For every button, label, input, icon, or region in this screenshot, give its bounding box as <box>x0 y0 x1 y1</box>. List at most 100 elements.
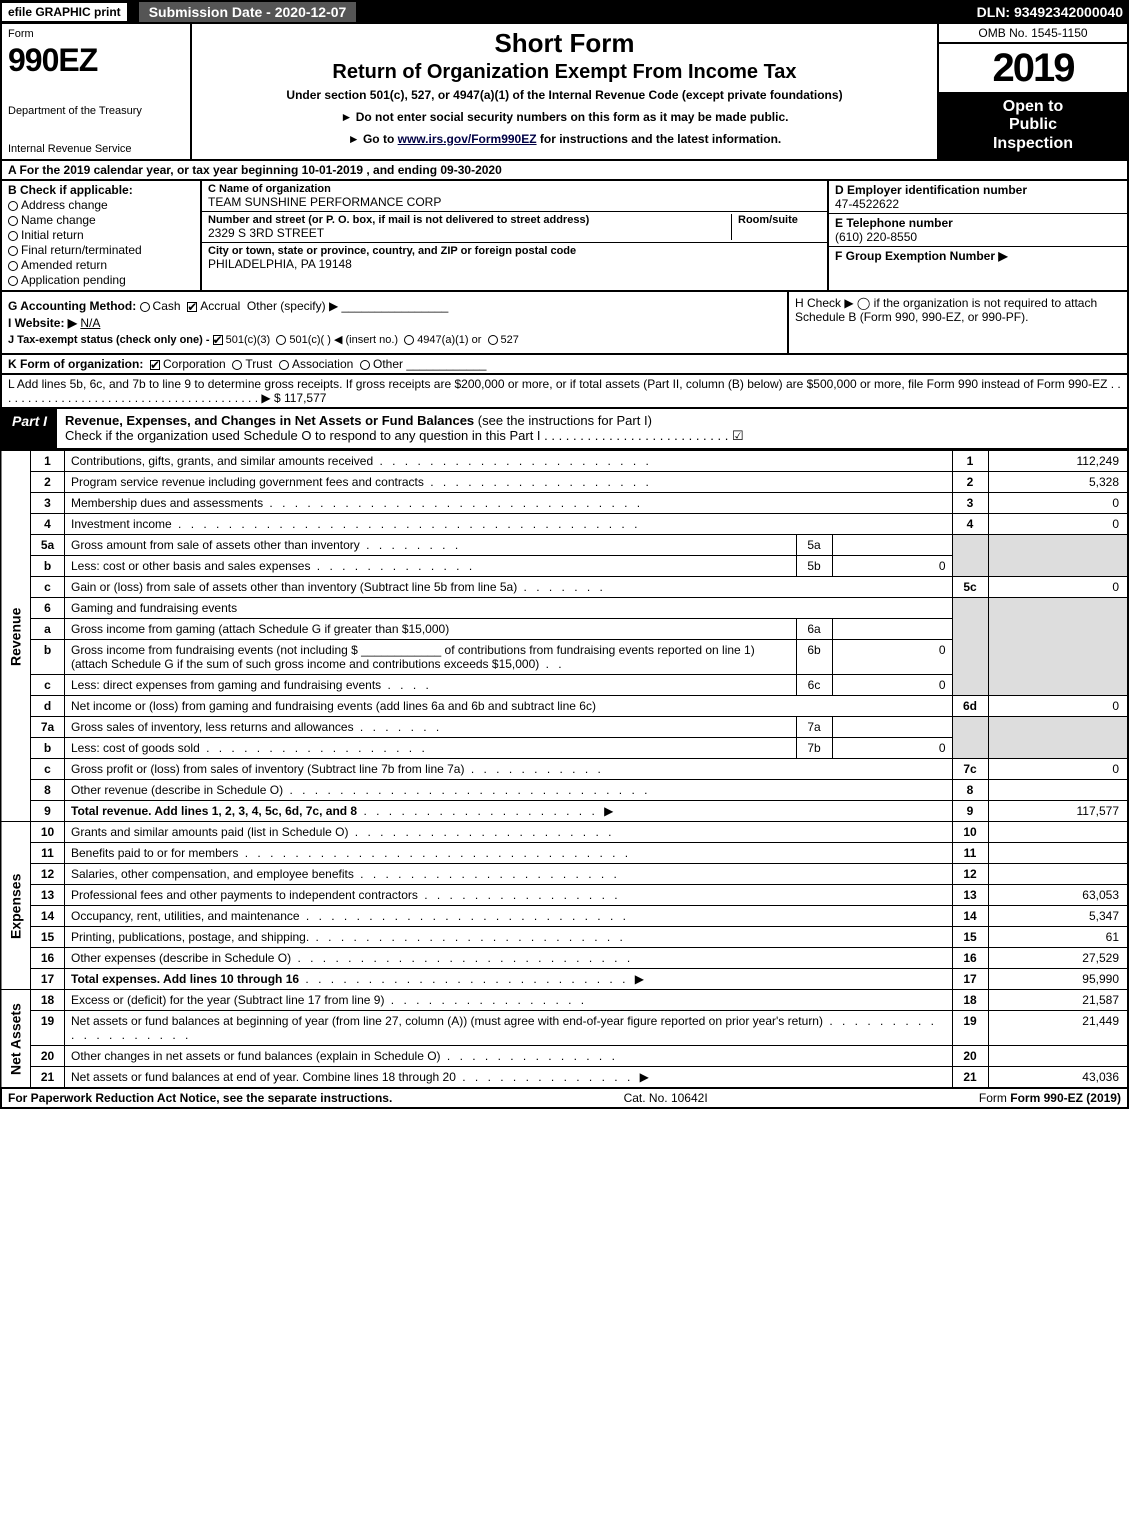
l7c-rn: 7c <box>952 759 988 780</box>
group-exemption-box: F Group Exemption Number ▶ <box>829 247 1127 265</box>
j-501c-radio[interactable] <box>276 335 286 345</box>
part-1-check-line: Check if the organization used Schedule … <box>65 428 744 443</box>
l6d-num: d <box>31 696 65 717</box>
l5ab-shade <box>952 535 988 577</box>
k-trust-label: Trust <box>245 357 272 371</box>
revenue-side-label: Revenue <box>1 451 31 822</box>
l20-rn: 20 <box>952 1046 988 1067</box>
g-label: G Accounting Method: <box>8 299 136 313</box>
l14-desc: Occupancy, rent, utilities, and maintena… <box>65 906 953 927</box>
l14-rn: 14 <box>952 906 988 927</box>
l7c-num: c <box>31 759 65 780</box>
j-insert: ◀ (insert no.) <box>334 334 398 346</box>
l6-shade <box>952 598 988 696</box>
city-box: City or town, state or province, country… <box>202 243 827 273</box>
cb-application-pending[interactable]: Application pending <box>8 273 194 287</box>
l18-num: 18 <box>31 990 65 1011</box>
l6a-num: a <box>31 619 65 640</box>
k-assoc-radio[interactable] <box>279 360 289 370</box>
l3-rn: 3 <box>952 493 988 514</box>
irs-link[interactable]: www.irs.gov/Form990EZ <box>398 132 537 146</box>
l5b-num: b <box>31 556 65 577</box>
l4-num: 4 <box>31 514 65 535</box>
row-7c: c Gross profit or (loss) from sales of i… <box>1 759 1128 780</box>
l6b-num: b <box>31 640 65 675</box>
l18-rn: 18 <box>952 990 988 1011</box>
l6b-desc: Gross income from fundraising events (no… <box>65 640 797 675</box>
l8-amt <box>988 780 1128 801</box>
k-trust-radio[interactable] <box>232 360 242 370</box>
open-to-public-badge: Open to Public Inspection <box>939 92 1127 159</box>
city-label: City or town, state or province, country… <box>208 245 821 257</box>
org-name-box: C Name of organization TEAM SUNSHINE PER… <box>202 181 827 212</box>
top-bar: efile GRAPHIC print Submission Date - 20… <box>0 0 1129 24</box>
row-15: 15 Printing, publications, postage, and … <box>1 927 1128 948</box>
l11-desc: Benefits paid to or for members . . . . … <box>65 843 953 864</box>
section-b: B Check if applicable: Address change Na… <box>2 181 202 290</box>
line-l: L Add lines 5b, 6c, and 7b to line 9 to … <box>0 375 1129 409</box>
l13-rn: 13 <box>952 885 988 906</box>
cb-initial-return-label: Initial return <box>21 228 84 242</box>
row-2: 2 Program service revenue including gove… <box>1 472 1128 493</box>
l21-num: 21 <box>31 1067 65 1088</box>
org-name-label: C Name of organization <box>208 183 821 195</box>
cb-initial-return[interactable]: Initial return <box>8 228 194 242</box>
dln-label: DLN: 93492342000040 <box>977 4 1129 20</box>
tax-year: 2019 <box>939 44 1127 92</box>
cb-amended-return[interactable]: Amended return <box>8 258 194 272</box>
g-accrual-check[interactable] <box>187 302 197 312</box>
j-4947-radio[interactable] <box>404 335 414 345</box>
l11-amt <box>988 843 1128 864</box>
l3-desc: Membership dues and assessments . . . . … <box>65 493 953 514</box>
l9-amt: 117,577 <box>988 801 1128 822</box>
l3-amt: 0 <box>988 493 1128 514</box>
l8-desc: Other revenue (describe in Schedule O) .… <box>65 780 953 801</box>
l6a-in: 6a <box>796 619 832 640</box>
l3-num: 3 <box>31 493 65 514</box>
l5b-in: 5b <box>796 556 832 577</box>
k-corp-check[interactable] <box>150 360 160 370</box>
row-17: 17 Total expenses. Add lines 10 through … <box>1 969 1128 990</box>
line-g: G Accounting Method: Cash Accrual Other … <box>8 299 781 313</box>
l7c-amt: 0 <box>988 759 1128 780</box>
part-1-table: Revenue 1 Contributions, gifts, grants, … <box>0 450 1129 1088</box>
under-section-text: Under section 501(c), 527, or 4947(a)(1)… <box>200 88 929 102</box>
row-a-text: A For the 2019 calendar year, or tax yea… <box>8 163 502 177</box>
part-1-title-rest: (see the instructions for Part I) <box>474 413 652 428</box>
l13-amt: 63,053 <box>988 885 1128 906</box>
l20-amt <box>988 1046 1128 1067</box>
l19-desc: Net assets or fund balances at beginning… <box>65 1011 953 1046</box>
g-cash-radio[interactable] <box>140 302 150 312</box>
form-word: Form <box>8 28 184 40</box>
l10-num: 10 <box>31 822 65 843</box>
ein-value: 47-4522622 <box>835 197 899 211</box>
row-4: 4 Investment income . . . . . . . . . . … <box>1 514 1128 535</box>
cb-address-change[interactable]: Address change <box>8 198 194 212</box>
efile-print-button[interactable]: efile GRAPHIC print <box>0 1 129 23</box>
l6-desc: Gaming and fundraising events <box>65 598 953 619</box>
row-5a: 5a Gross amount from sale of assets othe… <box>1 535 1128 556</box>
l11-rn: 11 <box>952 843 988 864</box>
l7ab-shade-amt <box>988 717 1128 759</box>
row-8: 8 Other revenue (describe in Schedule O)… <box>1 780 1128 801</box>
l19-num: 19 <box>31 1011 65 1046</box>
l4-desc: Investment income . . . . . . . . . . . … <box>65 514 953 535</box>
k-other-radio[interactable] <box>360 360 370 370</box>
section-h: H Check ▶ ◯ if the organization is not r… <box>787 292 1127 353</box>
l5c-rn: 5c <box>952 577 988 598</box>
j-527-radio[interactable] <box>488 335 498 345</box>
cb-name-change[interactable]: Name change <box>8 213 194 227</box>
phone-box: E Telephone number (610) 220-8550 <box>829 214 1127 247</box>
l7b-desc: Less: cost of goods sold . . . . . . . .… <box>65 738 797 759</box>
l17-desc: Total expenses. Add lines 10 through 16 … <box>65 969 953 990</box>
cb-application-pending-label: Application pending <box>21 273 126 287</box>
footer-right-form: Form 990-EZ (2019) <box>1010 1091 1121 1105</box>
l12-desc: Salaries, other compensation, and employ… <box>65 864 953 885</box>
j-501c3-check[interactable] <box>213 335 223 345</box>
part-1-title: Revenue, Expenses, and Changes in Net As… <box>57 409 1127 448</box>
row-18: Net Assets 18 Excess or (deficit) for th… <box>1 990 1128 1011</box>
l14-amt: 5,347 <box>988 906 1128 927</box>
l13-num: 13 <box>31 885 65 906</box>
cb-final-return[interactable]: Final return/terminated <box>8 243 194 257</box>
return-title: Return of Organization Exempt From Incom… <box>200 61 929 84</box>
